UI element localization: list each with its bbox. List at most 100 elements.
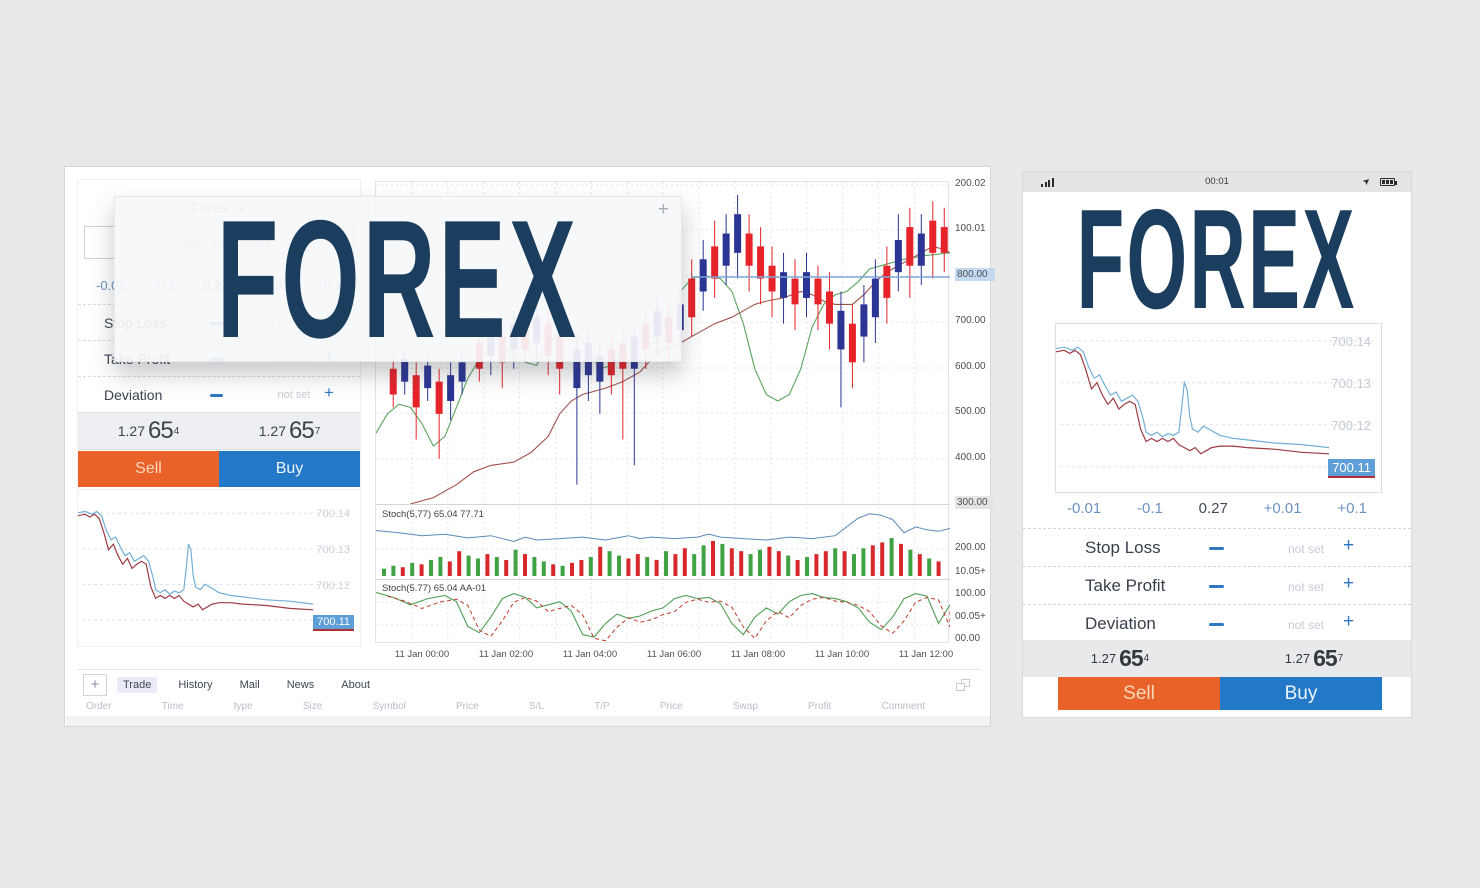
phone-deviation-minus-button[interactable] <box>1209 623 1224 626</box>
y-label: 200.00 <box>955 542 986 553</box>
phone-sell-quote: 1.27 65 4 <box>1023 640 1217 677</box>
phone-step-buttons-row: -0.01 -0.1 0.27 +0.01 +0.1 <box>1023 500 1411 517</box>
terminal-tabs: Trade History Mail News About <box>117 676 370 693</box>
phone-stop-loss-row: Stop Loss not set + <box>1023 528 1411 566</box>
stoch1-label: Stoch(5,77) 65.04 77.71 <box>382 509 484 520</box>
order-buttons: Sell Buy <box>78 451 360 487</box>
battery-icon <box>1380 178 1397 186</box>
phone-step-minus-01[interactable]: -0.1 <box>1136 500 1163 517</box>
sell-price-sup: 4 <box>173 425 180 437</box>
sell-button[interactable]: Sell <box>78 451 219 487</box>
y-label: 600.00 <box>955 361 986 372</box>
y-label: 00.05+ <box>955 611 986 622</box>
phone-deviation-value: not set <box>1287 618 1325 632</box>
phone-volume-value[interactable]: 0.27 <box>1198 500 1228 517</box>
phone-level-3: 700.12 <box>1331 418 1371 433</box>
phone-sell-button[interactable]: Sell <box>1058 677 1220 710</box>
buy-button[interactable]: Buy <box>219 451 360 487</box>
phone-sell-price-sup: 4 <box>1143 653 1150 664</box>
sell-price-int: 1.27 <box>117 423 145 439</box>
cascade-windows-icon[interactable] <box>956 678 970 691</box>
x-label: 11 Jan 10:00 <box>814 649 870 660</box>
stochastic-pane-1 <box>376 513 950 576</box>
phone-stop-loss-plus-button[interactable]: + <box>1343 535 1355 556</box>
y-label: 500.00 <box>955 406 986 417</box>
col-price: Price <box>456 701 479 712</box>
col-sl: S/L <box>528 701 544 712</box>
deviation-minus-button[interactable] <box>210 394 223 397</box>
y-label: 400.00 <box>955 452 986 463</box>
col-symbol: Symbol <box>372 701 406 712</box>
sell-quote: 1.27 65 4 <box>78 413 219 449</box>
phone-buy-button[interactable]: Buy <box>1220 677 1382 710</box>
tab-trade[interactable]: Trade <box>117 676 158 693</box>
mini-level-2: 700.13 <box>316 544 350 556</box>
x-label: 11 Jan 04:00 <box>562 649 618 660</box>
deviation-row: Deviation not set + <box>78 376 360 412</box>
x-label: 11 Jan 02:00 <box>478 649 534 660</box>
phone-take-profit-plus-button[interactable]: + <box>1343 573 1355 594</box>
phone-take-profit-minus-button[interactable] <box>1209 585 1224 588</box>
x-label: 11 Jan 12:00 <box>898 649 954 660</box>
y-label: 100.00 <box>955 588 986 599</box>
col-tp: T/P <box>594 701 610 712</box>
deviation-value: not set <box>277 389 311 401</box>
phone-step-plus-001[interactable]: +0.01 <box>1263 500 1302 517</box>
phone-sell-price-pips: 65 <box>1119 645 1144 671</box>
mini-level-3: 700.12 <box>316 580 350 592</box>
y-label-pane-break: 300.00 <box>955 496 995 509</box>
y-label: 00.00 <box>955 633 981 644</box>
phone-buy-price-sup: 7 <box>1337 653 1344 664</box>
tab-about[interactable]: About <box>341 678 370 691</box>
terminal-toolbar: + Trade History Mail News About <box>77 669 980 699</box>
mini-level-1: 700.14 <box>316 508 350 520</box>
signal-strength-icon <box>1041 178 1054 187</box>
current-price-label: 800.00 <box>955 268 995 281</box>
y-label: 10.05+ <box>955 566 986 577</box>
tab-news[interactable]: News <box>286 678 315 691</box>
plus-icon: + <box>657 199 669 220</box>
phone-stop-loss-label: Stop Loss <box>1085 538 1161 557</box>
tab-history[interactable]: History <box>178 678 213 691</box>
buy-price-int: 1.27 <box>258 423 286 439</box>
phone-status-bar: 00:01 ➤ <box>1023 172 1411 192</box>
mini-line-chart[interactable]: 700.14 700.13 700.12 700.11 <box>78 489 360 646</box>
col-type: type <box>233 701 253 712</box>
forex-watermark-card: + FOREX <box>114 185 682 373</box>
mini-current-price-tag: 700.11 <box>313 615 354 631</box>
phone-step-plus-01[interactable]: +0.1 <box>1337 500 1367 517</box>
phone-sell-price-int: 1.27 <box>1090 651 1117 666</box>
x-label: 11 Jan 00:00 <box>394 649 450 660</box>
tab-mail[interactable]: Mail <box>239 678 260 691</box>
window-footer-strip <box>66 716 990 726</box>
deviation-plus-button[interactable]: + <box>324 383 334 402</box>
phone-stop-loss-minus-button[interactable] <box>1209 547 1224 550</box>
phone-line-chart[interactable]: 700.14 700.13 700.12 700.11 <box>1055 323 1382 493</box>
deviation-label: Deviation <box>104 387 163 403</box>
phone-level-2: 700.13 <box>1331 376 1371 391</box>
pane-divider-2[interactable] <box>376 579 950 580</box>
pane-divider[interactable] <box>376 504 950 505</box>
col-size: Size <box>302 701 323 712</box>
sell-price-pips: 65 <box>147 417 174 444</box>
col-profit: Profit <box>808 701 832 712</box>
x-label: 11 Jan 06:00 <box>646 649 702 660</box>
add-order-button[interactable]: + <box>83 673 107 696</box>
buy-price-sup: 7 <box>314 425 321 437</box>
phone-deviation-row: Deviation not set + <box>1023 604 1411 642</box>
col-comment: Comment <box>881 701 925 712</box>
forex-watermark-text: FOREX <box>216 185 580 373</box>
y-label: 100.01 <box>955 223 986 234</box>
phone-deviation-plus-button[interactable]: + <box>1343 611 1355 632</box>
y-label: 700.00 <box>955 315 986 326</box>
col-swap: Swap <box>732 701 758 712</box>
col-time: Time <box>161 701 184 712</box>
stochastic-pane-2 <box>376 591 950 642</box>
phone-step-minus-001[interactable]: -0.01 <box>1067 500 1102 517</box>
phone-buy-price-int: 1.27 <box>1284 651 1311 666</box>
phone-take-profit-row: Take Profit not set + <box>1023 566 1411 604</box>
phone-quote-bar: 1.27 65 4 1.27 65 7 <box>1023 640 1411 677</box>
x-label: 11 Jan 08:00 <box>730 649 786 660</box>
phone-trading-panel: 00:01 ➤ FOREX 700.14 700.13 700.12 700.1… <box>1022 171 1412 718</box>
